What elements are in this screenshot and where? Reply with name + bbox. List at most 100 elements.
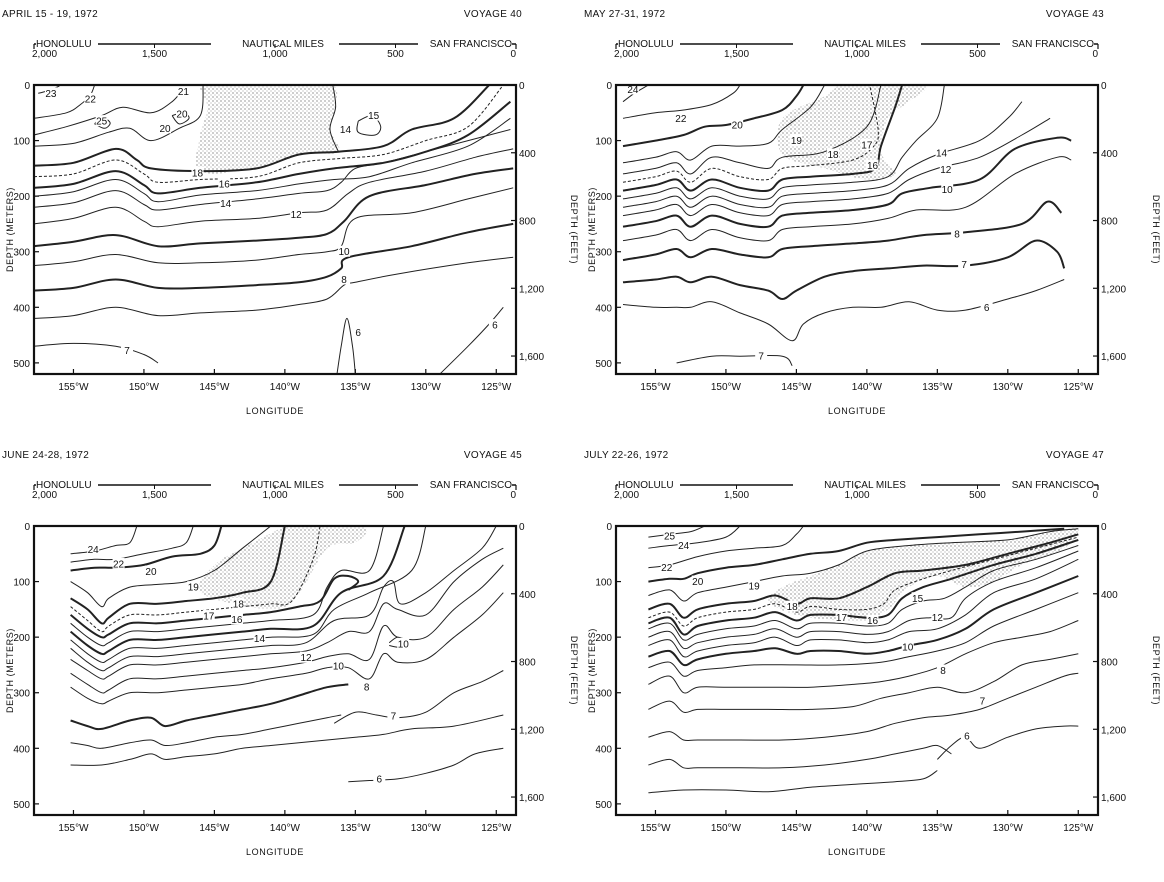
isotherm-line — [34, 117, 511, 203]
isotherm-label: 16 — [867, 616, 879, 627]
isotherm-label-bg — [663, 530, 676, 542]
isotherm-line — [622, 85, 741, 119]
longitude-tick-label: 140°W — [852, 382, 883, 393]
isotherm-line — [648, 526, 741, 549]
depth-tick-label: 0 — [606, 81, 612, 92]
isotherm-label: 8 — [954, 229, 960, 240]
x-axis-title: LONGITUDE — [246, 847, 304, 857]
isotherm-label-bg — [202, 610, 215, 622]
distance-tick-label: 2,000 — [614, 49, 639, 60]
longitude-tick-label: 150°W — [711, 382, 742, 393]
nautical-miles-label: NAUTICAL MILES — [242, 480, 324, 491]
isotherm-line — [648, 533, 1079, 619]
honolulu-label: HONOLULU — [36, 39, 92, 50]
isotherm-label: 25 — [664, 532, 676, 543]
isotherm-label-bg — [387, 710, 400, 722]
isotherm-label: 16 — [219, 179, 231, 190]
isotherm-label-bg — [159, 122, 172, 134]
isotherm-line — [648, 770, 938, 794]
isotherm-label: 10 — [902, 643, 914, 654]
isotherm-line — [622, 85, 879, 183]
isotherm-label-bg — [373, 772, 386, 784]
isotherm-label: 10 — [942, 185, 954, 196]
isotherm-label: 12 — [291, 210, 303, 221]
isotherm-label-bg — [755, 350, 768, 362]
isotherm-label: 19 — [188, 583, 200, 594]
feet-tick-label: 1,600 — [1101, 352, 1126, 363]
isotherm-label: 22 — [113, 559, 125, 570]
isotherm-label: 25 — [96, 117, 108, 128]
longitude-tick-label: 145°W — [199, 382, 230, 393]
isotherm-label-bg — [939, 163, 952, 175]
isotherm-line — [622, 239, 1066, 301]
isotherm-label-bg — [352, 326, 365, 338]
x-axis-title: LONGITUDE — [246, 406, 304, 416]
isotherm-line — [622, 101, 1023, 209]
longitude-tick-label: 145°W — [781, 382, 812, 393]
isotherm-label: 8 — [364, 683, 370, 694]
distance-tick-label: 0 — [510, 49, 516, 60]
isotherm-label-bg — [677, 539, 690, 551]
isotherm-label: 18 — [787, 602, 799, 613]
isotherm-label: 12 — [940, 165, 952, 176]
isotherm-line — [70, 592, 504, 705]
isotherm-line — [648, 575, 1079, 667]
depth-tick-label: 0 — [24, 81, 30, 92]
isotherm-line — [34, 167, 514, 248]
isotherm-label-bg — [230, 613, 243, 625]
isotherm-line — [34, 85, 204, 147]
distance-tick-label: 1,000 — [262, 490, 287, 501]
feet-tick-label: 400 — [519, 590, 536, 601]
depth-tick-label: 200 — [595, 192, 612, 203]
panel-voyage: VOYAGE 43 — [1046, 9, 1104, 20]
distance-tick-label: 1,000 — [844, 490, 869, 501]
isotherm-label-bg — [175, 107, 188, 119]
feet-tick-label: 800 — [519, 658, 536, 669]
isotherm-label-bg — [866, 614, 879, 626]
depth-tick-label: 400 — [595, 303, 612, 314]
distance-tick-label: 2,000 — [32, 49, 57, 60]
isotherm-label-bg — [835, 611, 848, 623]
isotherm-line — [70, 526, 272, 608]
isotherm-line — [348, 747, 504, 783]
isotherm-label: 7 — [758, 352, 764, 363]
isotherm-label-bg — [827, 148, 840, 160]
panel-date: APRIL 15 - 19, 1972 — [2, 9, 98, 20]
san-francisco-label: SAN FRANCISCO — [1012, 39, 1094, 50]
isotherm-label-bg — [253, 632, 266, 644]
isotherm-label: 24 — [627, 85, 639, 96]
depth-tick-label: 100 — [13, 137, 30, 148]
isotherm-label-bg — [360, 681, 373, 693]
longitude-tick-label: 155°W — [640, 823, 671, 834]
distance-tick-label: 2,000 — [32, 490, 57, 501]
isotherm-line — [70, 526, 321, 633]
plot-frame — [614, 524, 1100, 817]
isotherm-label-bg — [300, 651, 313, 663]
isotherm-label-bg — [191, 166, 204, 178]
isotherm-label-bg — [290, 208, 303, 220]
longitude-tick-label: 125°W — [1063, 382, 1094, 393]
longitude-tick-label: 155°W — [58, 823, 89, 834]
isotherm-line — [648, 538, 1079, 636]
isotherm-label-bg — [112, 557, 125, 569]
isotherm-label: 20 — [176, 109, 188, 120]
longitude-tick-label: 155°W — [58, 382, 89, 393]
y-axis-title-left: DEPTH (METERS) — [587, 628, 597, 713]
isotherm-label-bg — [901, 641, 914, 653]
longitude-tick-label: 135°W — [340, 823, 371, 834]
depth-tick-label: 400 — [13, 303, 30, 314]
isotherm-label: 15 — [912, 594, 924, 605]
feet-tick-label: 0 — [1101, 522, 1107, 533]
isotherm-label-bg — [790, 134, 803, 146]
plot-area: 24 22 20 19 18 17 16 14 12 10 10 8 7 6 — [69, 526, 504, 785]
honolulu-label: HONOLULU — [36, 480, 92, 491]
stippled-region — [777, 85, 927, 180]
isotherm-label: 17 — [861, 141, 873, 152]
isotherm-label-bg — [936, 664, 949, 676]
isotherm-line — [622, 279, 1065, 342]
depth-tick-label: 300 — [595, 248, 612, 259]
plot-area: 23 22 21 25 20 20 14 15 18 16 14 12 10 8 6 6 7 — [34, 85, 514, 374]
isotherm-line — [439, 306, 504, 374]
isotherm-label: 20 — [692, 577, 704, 588]
